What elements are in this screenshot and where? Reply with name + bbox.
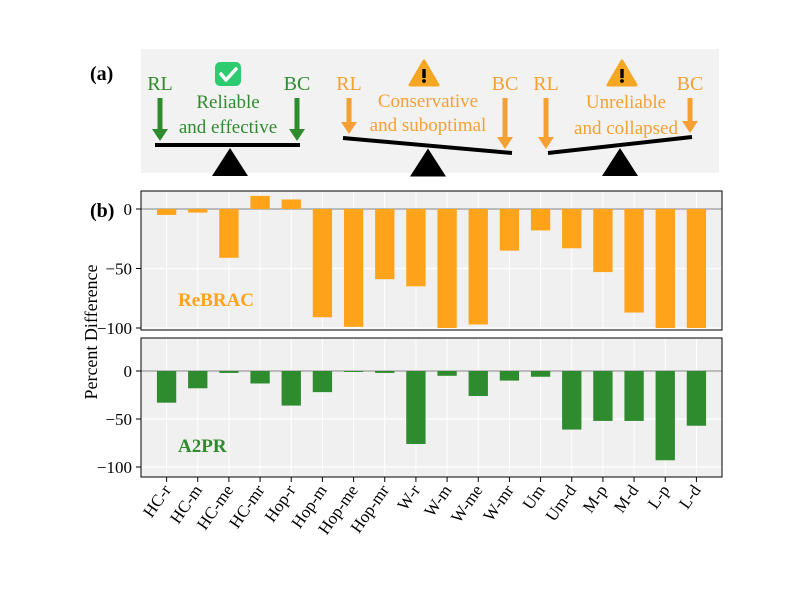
bar-a2pr-l-d [686,371,707,426]
y-tick-label: −50 [105,410,132,429]
bar-rebrac-w-m [437,209,457,328]
bar-a2pr-l-p [655,371,675,461]
bar-a2pr-hc-mr [250,371,270,384]
x-tick-labels: HC-rHC-mHC-meHC-mrHop-rHop-mHop-meHop-mr… [139,477,705,538]
panel-a-label: (a) [90,63,113,85]
series-label-a2pr: A2PR [178,436,227,457]
x-tick-label: M-d [610,481,643,516]
bar-rebrac-w-r [406,209,426,287]
scale-beam [547,135,693,155]
y-axis-label: Percent Difference [81,264,101,399]
left-down-arrow-icon [341,98,357,134]
bar-a2pr-hop-r [281,371,301,406]
x-tick-label: W-mr [479,481,518,525]
scale-right-label: BC [492,73,519,95]
right-down-arrow-icon [289,98,305,141]
balance-scales: RL BC Reliable and effective RL BC Conservativ… [147,59,704,177]
series-label-rebrac: ReBRAC [178,290,254,311]
scale-fulcrum [212,148,248,176]
bar-a2pr-hop-mr [375,371,395,373]
right-down-arrow-icon [497,98,513,149]
subplot-rebrac: 0 −50 −100 ReBRAC [97,190,723,338]
bar-rebrac-m-p [593,209,613,273]
bar-a2pr-um-d [562,371,582,430]
scale-caption-line2: and suboptimal [370,115,487,136]
x-tick-label: W-me [447,481,486,526]
plot-frame [140,337,723,478]
scale-left-label: RL [147,73,173,95]
scale-caption-line1: Unreliable [586,92,666,113]
warning-icon [606,59,638,87]
x-tick-label: L-p [644,481,674,512]
check-icon [215,62,241,86]
bar-a2pr-hop-me [343,371,364,372]
left-down-arrow-icon [152,98,168,141]
bar-rebrac-hop-mr [375,209,395,280]
bar-a2pr-hc-m [188,371,208,389]
x-tick-label: Um-d [542,481,581,525]
scale-beam [342,136,513,155]
bar-a2pr-w-mr [499,371,520,381]
panel-b-label: (b) [90,200,114,222]
bar-rebrac-hc-mr [250,195,270,209]
y-tick-label: 0 [124,200,133,219]
plot-frame [140,190,723,331]
bar-a2pr-hop-m [312,371,333,393]
subplot-a2pr: 0 −50 −100 A2PR [97,337,723,478]
scale-right-label: BC [677,73,704,95]
bar-rebrac-w-mr [499,209,520,251]
y-tick-label: −100 [97,458,132,477]
bar-rebrac-hc-m [188,209,208,213]
warning-icon [408,59,440,87]
x-tick-label: Um [519,481,549,513]
bar-rebrac-l-p [655,209,675,328]
scale-caption-line2: and collapsed [574,118,678,139]
x-tick-label: M-p [579,481,611,516]
bar-a2pr-m-d [624,371,644,421]
scale-left-label: RL [533,73,559,95]
right-down-arrow-icon [682,98,698,133]
bar-rebrac-um [530,209,551,231]
bar-rebrac-w-me [468,209,488,325]
y-tick-label: −100 [97,319,132,338]
bar-a2pr-hc-r [156,371,177,403]
bar-rebrac-hop-m [312,209,333,318]
bar-rebrac-um-d [562,209,582,249]
scale-fulcrum [602,148,638,176]
bar-a2pr-w-me [468,371,488,396]
scale-caption-line2: and effective [179,117,277,138]
scale-right-label: BC [284,73,311,95]
scale-1: RL BC Reliable and effective [147,62,310,176]
bar-a2pr-m-p [593,371,613,421]
scale-caption-line1: Reliable [196,92,259,113]
scale-3: RL BC Unreliable and collapsed [533,59,704,176]
bar-rebrac-m-d [624,209,644,313]
bar-a2pr-um [530,371,551,377]
bar-rebrac-l-d [686,209,707,328]
scale-fulcrum [410,148,446,177]
bar-rebrac-hop-me [343,209,364,327]
left-down-arrow-icon [538,98,554,149]
scale-2: RL BC Conservative and suboptimal [336,59,519,177]
bar-rebrac-hc-me [219,209,239,258]
bar-a2pr-w-m [437,371,457,376]
bar-rebrac-hc-r [156,209,177,215]
bar-rebrac-hop-r [281,199,301,209]
scale-left-label: RL [336,73,362,95]
scale-caption-line1: Conservative [378,91,478,112]
x-tick-label: L-d [675,481,705,512]
y-tick-label: −50 [105,260,132,279]
bar-a2pr-hc-me [219,371,239,373]
bar-a2pr-w-r [406,371,426,444]
y-tick-label: 0 [124,362,133,381]
